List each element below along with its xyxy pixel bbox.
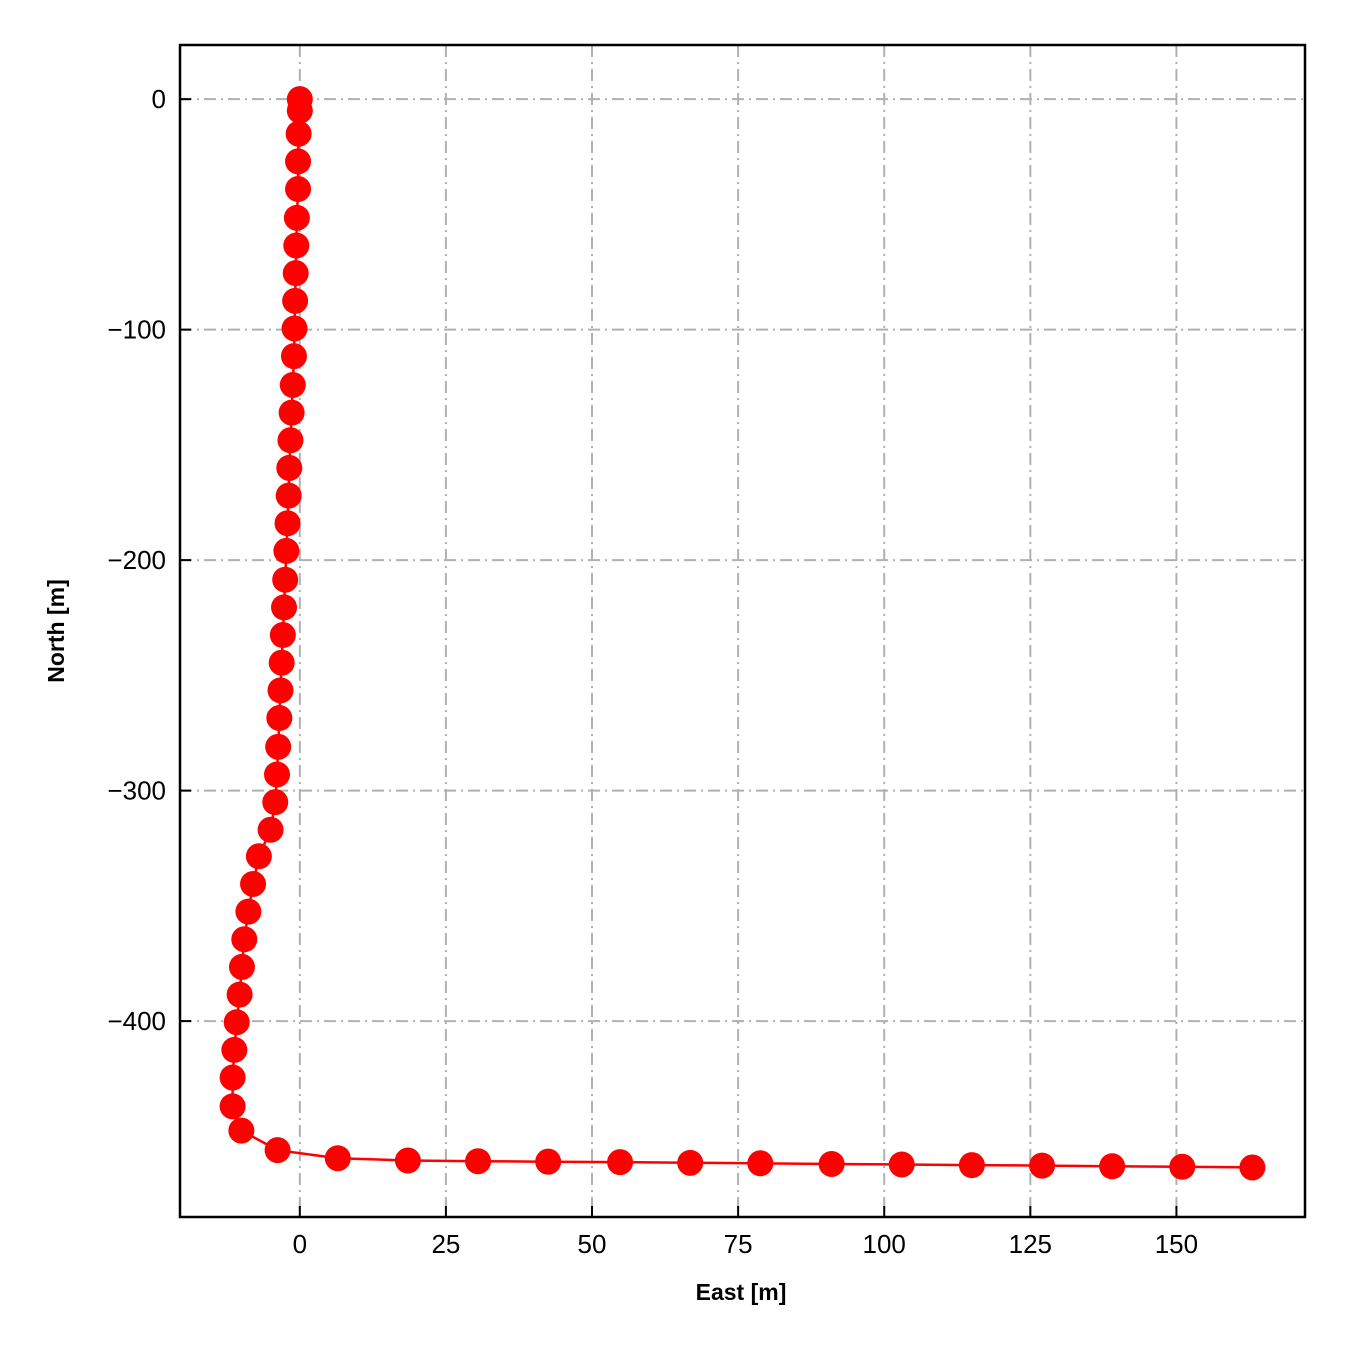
data-point [747,1150,774,1177]
data-point [219,1064,246,1091]
data-point [235,898,262,925]
data-point [282,260,309,287]
data-point [285,148,312,175]
data-point [286,97,313,124]
data-point [324,1145,351,1172]
y-tick-label: −200 [107,545,166,575]
data-point [276,454,303,481]
data-point [264,761,291,788]
x-tick-label: 0 [293,1229,307,1259]
data-point [262,789,289,816]
x-tick-label: 75 [724,1229,753,1259]
data-point [219,1093,246,1120]
data-point [264,1137,291,1164]
x-tick-label: 25 [431,1229,460,1259]
y-tick-label: 0 [152,84,166,114]
y-tick-label: −100 [107,315,166,345]
data-point [1099,1153,1126,1180]
plot-area [219,86,1266,1181]
x-tick-label: 50 [578,1229,607,1259]
data-point [285,176,312,203]
ticks: 0 25 50 75 100 125 150 0 −100 −200 −300 −400 [107,84,1198,1259]
data-point [223,1009,250,1036]
data-point [269,622,296,649]
data-point [240,870,267,897]
x-tick-label: 150 [1155,1229,1198,1259]
data-point [1029,1152,1056,1179]
y-tick-label: −300 [107,776,166,806]
data-point [267,677,294,704]
data-point [273,537,300,564]
data-point [268,649,295,676]
y-axis-title: North [m] [43,579,69,682]
data-point [278,399,305,426]
x-axis-title: East [m] [696,1279,787,1305]
data-point [279,371,306,398]
data-point [274,510,301,537]
data-point [272,566,299,593]
data-point [228,1117,255,1144]
data-point [465,1148,492,1175]
data-point [281,315,308,342]
data-point [231,926,258,953]
data-point [282,287,309,314]
data-point [1239,1154,1266,1181]
data-point [607,1149,634,1176]
data-point [677,1149,704,1176]
data-point [1169,1153,1196,1180]
data-point [265,733,292,760]
data-point [818,1150,845,1177]
data-point [245,843,272,870]
y-tick-label: −400 [107,1006,166,1036]
data-point [280,343,307,370]
x-tick-label: 125 [1009,1229,1052,1259]
grid [180,45,1305,1217]
data-point [228,953,255,980]
x-tick-label: 100 [863,1229,906,1259]
data-point [958,1152,985,1179]
data-point [394,1147,421,1174]
axes-frame [178,43,1307,1219]
data-point [275,482,302,509]
data-point [283,232,310,259]
data-point [257,816,284,843]
data-point [271,594,298,621]
data-point [535,1148,562,1175]
data-point [226,981,253,1008]
data-point [221,1036,248,1063]
data-point [888,1151,915,1178]
data-point [283,204,310,231]
data-point [277,427,304,454]
data-point [266,705,293,732]
data-point [285,120,312,147]
